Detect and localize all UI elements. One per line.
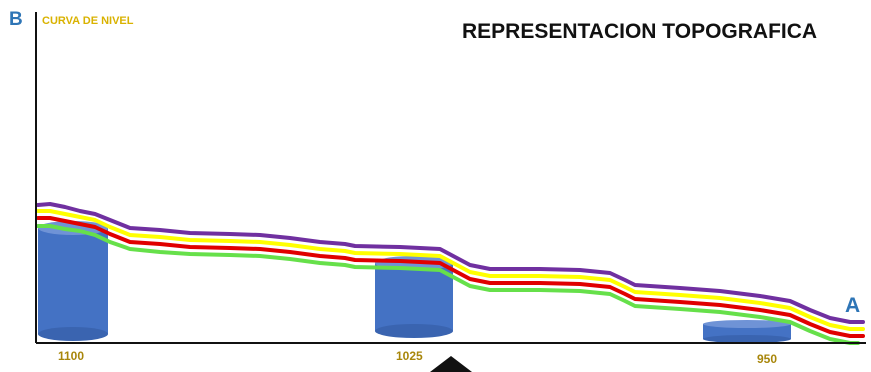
cylinder-950 xyxy=(703,320,791,343)
contour-line-yellow xyxy=(36,209,865,331)
contour-line-green xyxy=(36,224,860,345)
direction-arrow-icon xyxy=(430,356,472,372)
elevation-label-950: 950 xyxy=(757,352,778,366)
point-a-label: A xyxy=(845,294,861,317)
elevation-label-1100: 1100 xyxy=(58,349,85,363)
elevation-label-1025: 1025 xyxy=(396,349,423,363)
cylinder-1025 xyxy=(375,256,453,338)
diagram-title: REPRESENTACION TOPOGRAFICA xyxy=(462,20,818,43)
cylinder-1100 xyxy=(38,221,108,341)
contour-legend-label: CURVA DE NIVEL xyxy=(42,15,134,27)
contour-line-red xyxy=(36,216,865,338)
contour-line-purple xyxy=(36,202,865,324)
point-b-label: B xyxy=(9,9,23,30)
